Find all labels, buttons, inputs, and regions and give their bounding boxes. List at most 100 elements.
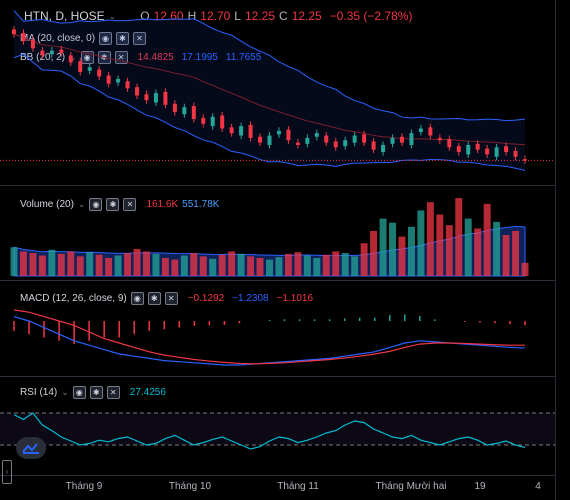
- candle: [210, 116, 215, 127]
- volume-bar: [190, 253, 198, 276]
- volume-bar: [29, 253, 37, 276]
- rsi-legend[interactable]: RSI (14) ⌄ ◉ ✱ ✕ 27.4256: [20, 386, 166, 399]
- volume-bar: [161, 257, 169, 276]
- volume-bar: [114, 255, 122, 276]
- ma-label[interactable]: MA (20, close, 0): [20, 33, 95, 44]
- gear-icon[interactable]: ✱: [147, 292, 161, 305]
- bb-upper-line: [13, 10, 526, 122]
- candle: [295, 142, 300, 145]
- macd-chart[interactable]: [0, 281, 555, 376]
- volume-bar: [266, 259, 273, 276]
- price-scale[interactable]: [555, 0, 570, 500]
- tradingview-logo[interactable]: [16, 437, 46, 459]
- candle: [456, 146, 461, 153]
- collapse-panel-button[interactable]: ‹: [2, 460, 12, 484]
- bb-upper-value: 17.1995: [182, 52, 218, 63]
- pane-separator[interactable]: [0, 185, 555, 186]
- eye-icon[interactable]: ◉: [99, 32, 113, 45]
- candle: [87, 67, 92, 71]
- volume-chart[interactable]: [0, 186, 555, 280]
- close-icon[interactable]: ✕: [123, 198, 137, 211]
- candle: [220, 115, 225, 129]
- volume-bar: [95, 254, 103, 276]
- volume-bar: [284, 253, 292, 276]
- eye-icon[interactable]: ◉: [130, 292, 144, 305]
- chevron-down-icon[interactable]: ⌄: [69, 52, 77, 63]
- bb-band-fill: [14, 10, 525, 171]
- volume-bar: [38, 255, 46, 276]
- volume-bar: [332, 251, 340, 276]
- volume-legend[interactable]: Volume (20) ⌄ ◉ ✱ ✕ 161.6K 551.78K: [20, 198, 219, 211]
- volume-bar: [48, 249, 56, 276]
- chart-logo-icon: [22, 443, 39, 454]
- candle: [49, 50, 54, 55]
- pane-separator[interactable]: [0, 376, 555, 377]
- rsi-line: [13, 412, 526, 450]
- candle: [182, 107, 187, 115]
- ma-legend[interactable]: MA (20, close, 0) ◉ ✱ ✕: [20, 32, 147, 45]
- close-icon[interactable]: ✕: [106, 386, 120, 399]
- eye-icon[interactable]: ◉: [72, 386, 86, 399]
- volume-label[interactable]: Volume (20): [20, 199, 74, 210]
- volume-bar: [426, 202, 434, 276]
- gear-icon[interactable]: ✱: [89, 386, 103, 399]
- x-tick-label: Tháng Mười hai: [375, 481, 447, 492]
- volume-bar: [303, 255, 311, 276]
- macd-value: −1.2308: [232, 293, 269, 304]
- rsi-band: [0, 413, 555, 445]
- candle: [390, 137, 395, 144]
- candle: [12, 29, 16, 35]
- price-chart[interactable]: [0, 0, 555, 185]
- candle: [343, 140, 348, 147]
- chevron-down-icon[interactable]: ⌄: [77, 199, 86, 209]
- rsi-label[interactable]: RSI (14): [20, 387, 58, 398]
- volume-bar: [483, 203, 491, 276]
- open-label: O: [140, 9, 150, 23]
- volume-bar: [86, 252, 94, 276]
- rsi-chart[interactable]: [0, 377, 555, 475]
- candle: [106, 75, 111, 84]
- candle: [116, 78, 121, 83]
- candle: [333, 141, 338, 148]
- gear-icon[interactable]: ✱: [106, 198, 120, 211]
- candle: [229, 127, 234, 134]
- close-icon[interactable]: ✕: [133, 32, 147, 45]
- macd-label[interactable]: MACD (12, 26, close, 9): [20, 293, 127, 304]
- volume-ma-value: 551.78K: [182, 199, 220, 210]
- x-tick-label: Tháng 11: [277, 481, 319, 492]
- volume-bar: [322, 254, 330, 276]
- candle: [475, 143, 480, 150]
- volume-bar: [256, 257, 264, 276]
- gear-icon[interactable]: ✱: [116, 32, 130, 45]
- volume-bar: [133, 248, 141, 276]
- candle: [447, 139, 452, 148]
- volume-bar: [407, 226, 415, 276]
- volume-bar: [313, 257, 321, 276]
- volume-bar: [247, 256, 255, 276]
- candle: [485, 148, 490, 155]
- time-axis-separator: [0, 475, 555, 476]
- volume-bar: [199, 256, 207, 276]
- high-value: 12.70: [200, 9, 231, 23]
- low-value: 12.25: [244, 9, 276, 23]
- close-icon[interactable]: ✕: [114, 51, 128, 64]
- volume-bar: [379, 218, 387, 276]
- pane-separator[interactable]: [0, 280, 555, 281]
- x-tick-label: Tháng 9: [65, 481, 103, 492]
- chevron-down-icon[interactable]: ⌄: [61, 387, 69, 397]
- volume-bar: [19, 251, 27, 276]
- candle: [513, 150, 518, 157]
- bb-basis-value: 14.4825: [138, 52, 174, 63]
- candle: [153, 93, 158, 103]
- candle: [68, 55, 73, 63]
- macd-line: [13, 316, 526, 366]
- eye-icon[interactable]: ◉: [89, 198, 103, 211]
- candle: [399, 136, 404, 143]
- candle: [163, 91, 168, 105]
- macd-legend[interactable]: MACD (12, 26, close, 9) ◉ ✱ ✕ −0.1292 −1…: [20, 292, 313, 305]
- chevron-down-icon[interactable]: ⌄: [108, 10, 117, 21]
- x-tick-label: 4: [535, 481, 541, 492]
- close-icon[interactable]: ✕: [164, 292, 178, 305]
- volume-bar: [455, 198, 463, 276]
- candle: [172, 103, 177, 112]
